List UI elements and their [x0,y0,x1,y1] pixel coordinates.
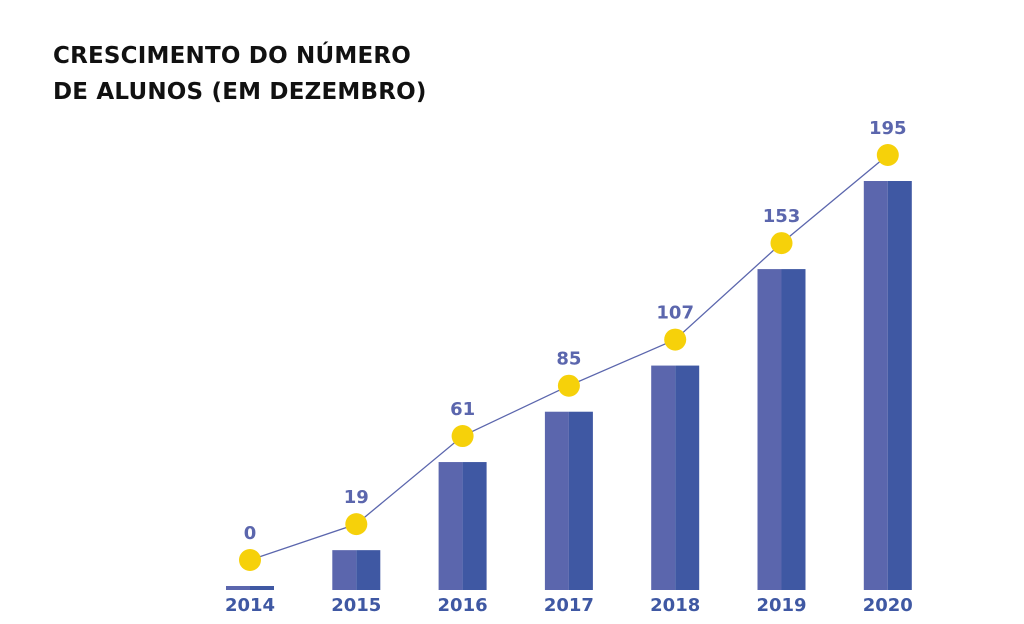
category-label-2019: 2019 [756,595,806,616]
value-label-2019: 153 [763,206,801,227]
bars-group [226,181,912,590]
bar-2019 [757,269,806,590]
bar-right-half [462,462,487,590]
bar-2016 [438,462,487,590]
bar-2020 [863,181,912,590]
value-label-2018: 107 [656,303,694,324]
marker-2014 [239,549,261,571]
bar-left-half [863,181,888,590]
value-label-2015: 19 [344,487,369,508]
category-label-2016: 2016 [438,595,488,616]
bar-left-half [332,550,357,590]
bar-right-half [250,586,274,590]
bar-right-half [781,269,806,590]
bar-right-half [568,411,593,590]
value-label-2020: 195 [869,118,907,139]
category-labels-group: 2014 2015 2016 2017 2018 2019 2020 [225,595,913,616]
category-label-2018: 2018 [650,595,700,616]
marker-2017 [557,374,580,397]
bar-left-half [438,462,463,590]
marker-2015 [345,513,368,536]
category-label-2017: 2017 [544,595,594,616]
value-label-2016: 61 [450,399,475,420]
bar-left-half [651,365,676,590]
marker-2018 [664,328,687,351]
marker-2016 [451,425,474,448]
bar-right-half [887,181,912,590]
category-label-2014: 2014 [225,595,275,616]
bar-right-half [356,550,381,590]
bar-2014 [226,586,274,590]
bar-left-half [226,586,250,590]
category-label-2020: 2020 [863,595,913,616]
bar-2015 [332,550,381,590]
markers-group [239,144,899,571]
marker-2020 [876,144,899,166]
bar-2018 [651,365,700,590]
value-labels-group: 0 19 61 85 107 153 195 [244,118,907,544]
value-label-2014: 0 [244,523,257,544]
bar-right-half [675,365,700,590]
bar-left-half [544,411,569,590]
value-label-2017: 85 [556,349,581,370]
category-label-2015: 2015 [331,595,381,616]
marker-2019 [770,232,793,255]
chart-title: CRESCIMENTO DO NÚMERO DE ALUNOS (EM DEZE… [53,43,427,105]
bar-2017 [544,411,593,590]
bar-left-half [757,269,782,590]
